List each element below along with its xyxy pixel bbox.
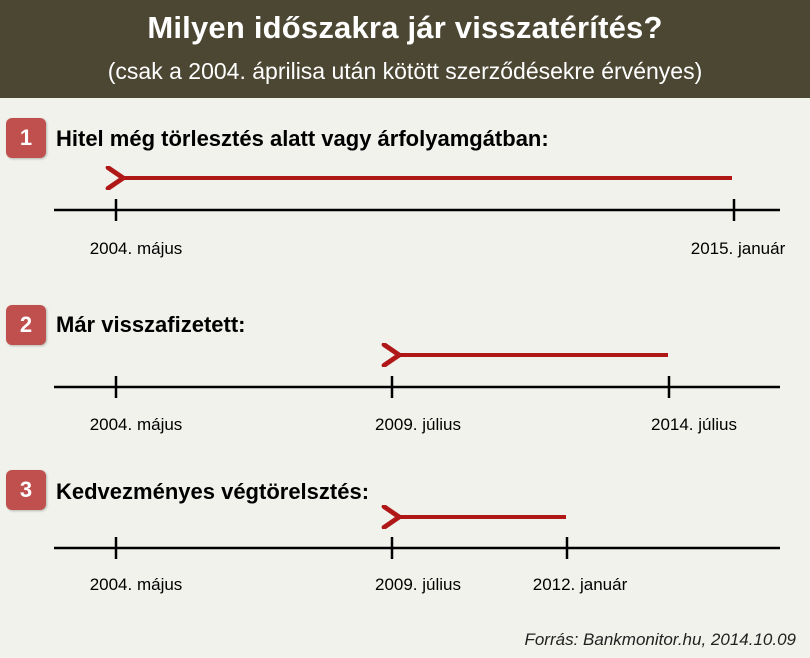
timeline-1-label-end: 2015. január bbox=[690, 239, 786, 258]
section-3-heading: Kedvezményes végtörelsztés: bbox=[56, 479, 370, 504]
section-2-heading: Már visszafizetett: bbox=[56, 312, 246, 337]
header-banner: Milyen időszakra jár visszatérítés? (csa… bbox=[0, 0, 810, 98]
source-citation: Forrás: Bankmonitor.hu, 2014.10.09 bbox=[524, 630, 796, 649]
section-1-number-badge: 1 bbox=[6, 118, 46, 158]
section-1-heading: Hitel még törlesztés alatt vagy árfolyam… bbox=[56, 126, 549, 151]
section-2-number-badge: 2 bbox=[6, 305, 46, 345]
timeline-3-label-end: 2012. január bbox=[532, 575, 628, 594]
timeline-2-label-start: 2004. május bbox=[89, 415, 183, 434]
timeline-2-label-mid: 2009. július bbox=[374, 415, 462, 434]
timeline-1-label-start: 2004. május bbox=[89, 239, 183, 258]
page-subtitle: (csak a 2004. áprilisa után kötött szerz… bbox=[107, 58, 703, 84]
timeline-2-label-end: 2014. július bbox=[650, 415, 738, 434]
timeline-3-label-mid: 2009. július bbox=[374, 575, 462, 594]
page-title: Milyen időszakra jár visszatérítés? bbox=[147, 10, 663, 45]
section-3-number-badge: 3 bbox=[6, 470, 46, 510]
timeline-3-label-start: 2004. május bbox=[89, 575, 183, 594]
